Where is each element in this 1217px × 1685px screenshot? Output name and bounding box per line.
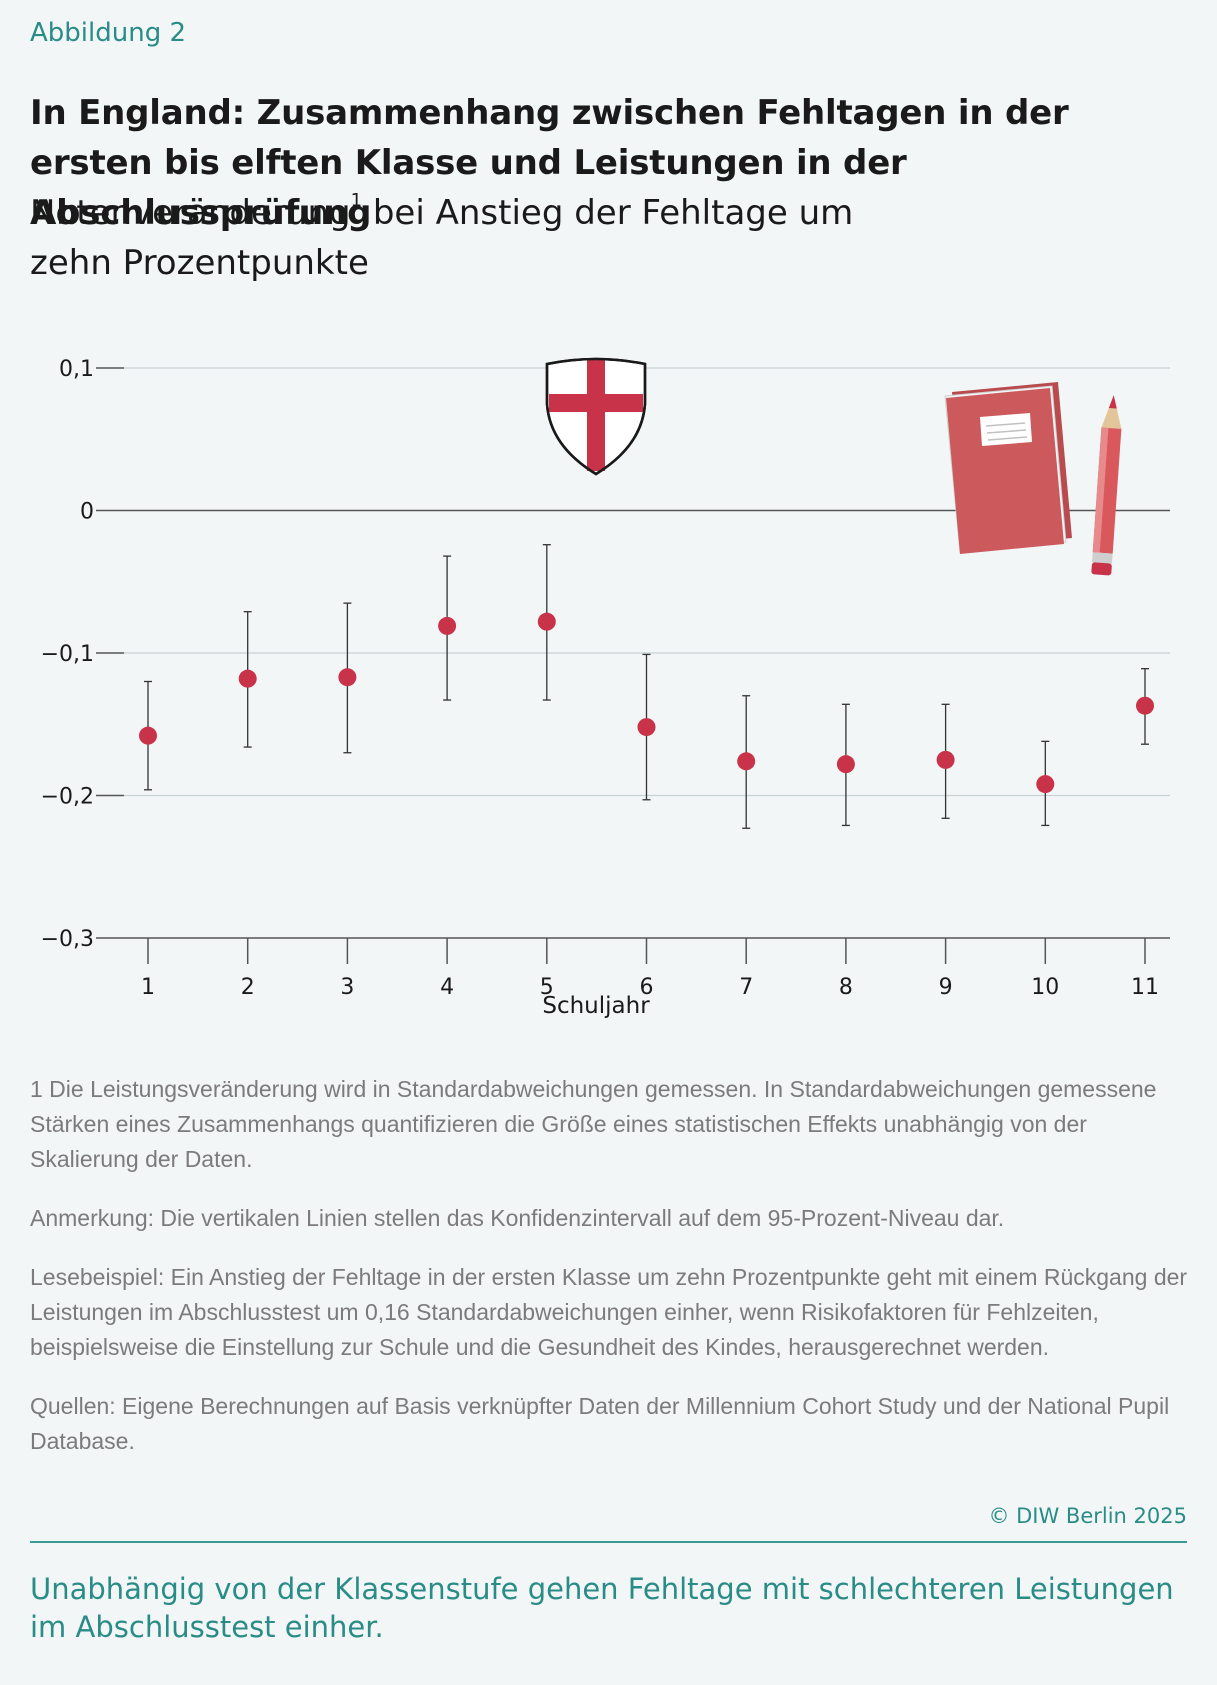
- pencil-icon: [1091, 395, 1122, 576]
- chart-title: In England: Zusammenhang zwischen Fehlta…: [30, 93, 1069, 233]
- y-tick-label: −0,2: [41, 785, 94, 810]
- y-tick-label: 0: [80, 500, 94, 525]
- x-tick-label: 5: [540, 975, 554, 1000]
- sources-text: Quellen: Eigene Berechnungen auf Basis v…: [30, 1393, 1170, 1454]
- subtitle-text-post: bei Anstieg der Fehltage um zehn Prozent…: [30, 193, 854, 283]
- x-tick-label: 10: [1031, 975, 1059, 1000]
- england-shield-icon: [545, 357, 647, 476]
- x-tick-label: 4: [440, 975, 454, 1000]
- x-tick-label: 8: [839, 975, 853, 1000]
- x-tick-label: 2: [241, 975, 255, 1000]
- notes: 1 Die Leistungsveränderung wird in Stand…: [30, 1072, 1190, 1483]
- remark-text: Anmerkung: Die vertikalen Linien stellen…: [30, 1205, 1005, 1231]
- x-tick-label: 3: [340, 975, 354, 1000]
- data-point: [936, 750, 955, 769]
- x-tick-label: 6: [640, 975, 654, 1000]
- data-points: [139, 612, 1154, 794]
- data-point: [139, 726, 157, 745]
- subtitle-text-pre: Notenveränderung: [30, 193, 351, 233]
- x-axis-label: Schuljahr: [542, 993, 650, 1019]
- y-tick-label: 0,1: [59, 357, 94, 382]
- chart: 0,1 0 −0,1 −0,2 −0,3 1 2 3 4 5 6 7 8 9 10 11 Schuljahr: [41, 357, 1170, 1019]
- notebook-icon: [944, 382, 1072, 554]
- x-tick-label: 1: [141, 975, 155, 1000]
- x-tick-label: 7: [739, 975, 753, 1000]
- summary-text: Unabhängig von der Klassenstufe gehen Fe…: [30, 1572, 1174, 1644]
- data-point: [238, 669, 257, 688]
- data-point: [438, 616, 457, 635]
- y-tick-label: −0,3: [41, 927, 94, 952]
- x-tick-label: 9: [939, 975, 953, 1000]
- copyright: © DIW Berlin 2025: [988, 1504, 1187, 1528]
- chart-subtitle: Notenveränderung1 bei Anstieg der Fehlta…: [30, 188, 930, 288]
- x-axis: 1 2 3 4 5 6 7 8 9 10 11: [141, 938, 1159, 1000]
- y-axis-ticks: 0,1 0 −0,1 −0,2 −0,3: [41, 357, 124, 952]
- error-bars: [144, 544, 1149, 829]
- x-tick-label: 11: [1131, 975, 1159, 1000]
- figure-label: Abbildung 2: [30, 18, 187, 48]
- reading-example-text: Lesebeispiel: Ein Anstieg der Fehltage i…: [30, 1264, 1188, 1360]
- footnote-text: 1 Die Leistungsveränderung wird in Stand…: [30, 1076, 1157, 1172]
- data-point: [737, 752, 756, 771]
- footnote-marker: 1: [350, 190, 363, 211]
- y-tick-label: −0,1: [41, 642, 94, 667]
- data-point: [836, 755, 855, 774]
- data-point: [1036, 775, 1055, 794]
- data-point: [338, 668, 357, 687]
- divider: [30, 1541, 1187, 1543]
- data-point: [537, 612, 556, 631]
- data-point: [1136, 696, 1154, 715]
- data-point: [637, 718, 656, 737]
